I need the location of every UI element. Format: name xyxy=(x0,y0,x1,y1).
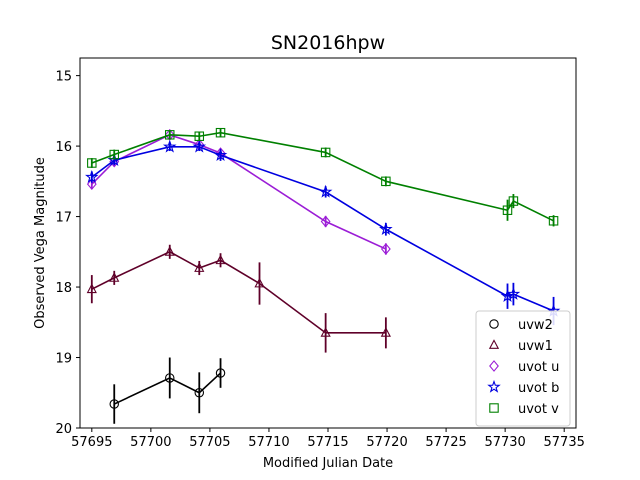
legend-marker xyxy=(489,360,499,372)
legend: uvw2 uvw1 uvot u uvot b uvot v xyxy=(475,310,571,427)
x-tick-label: 57705 xyxy=(189,435,230,450)
data-point xyxy=(86,283,97,294)
data-point xyxy=(381,176,391,187)
data-point xyxy=(320,215,331,228)
data-point xyxy=(192,139,207,153)
data-point xyxy=(86,178,97,191)
data-point xyxy=(109,149,119,160)
legend-marker xyxy=(489,319,499,329)
data-point xyxy=(165,130,175,140)
data-point xyxy=(194,262,205,272)
legend-marker xyxy=(487,379,501,393)
x-tick-label: 57730 xyxy=(484,435,525,450)
data-point xyxy=(109,399,119,409)
x-axis-label: Modified Julian Date xyxy=(263,456,393,471)
y-axis-label: Observed Vega Magnitude xyxy=(33,157,48,329)
data-point xyxy=(506,286,521,300)
series-uvw2 xyxy=(109,357,226,424)
series-line xyxy=(113,372,222,405)
data-point xyxy=(548,216,559,226)
x-tick-label: 57710 xyxy=(248,435,289,450)
data-point xyxy=(379,222,393,236)
legend-label: uvot b xyxy=(518,381,559,396)
legend-label: uvw2 xyxy=(518,318,553,333)
y-axis: 15 16 17 18 19 20 xyxy=(55,70,80,437)
x-tick-label: 57715 xyxy=(307,435,348,450)
chart-title: SN2016hpw xyxy=(271,32,385,54)
data-point xyxy=(380,243,391,255)
y-tick-label: 20 xyxy=(55,422,72,437)
data-point xyxy=(109,272,120,282)
plot-area xyxy=(85,127,561,424)
x-tick-label: 57720 xyxy=(366,435,407,450)
y-tick-label: 15 xyxy=(55,70,72,85)
data-point xyxy=(162,139,177,153)
series-uvw1 xyxy=(86,244,391,353)
series-line xyxy=(91,250,386,334)
series-uvot-v xyxy=(87,127,559,227)
x-axis: 57695 57700 57705 57710 57715 57720 57725 57730… xyxy=(71,428,585,450)
x-tick-label: 57725 xyxy=(425,435,466,450)
y-tick-label: 16 xyxy=(55,140,72,155)
data-point xyxy=(215,127,226,138)
legend-marker xyxy=(489,403,499,413)
data-point xyxy=(215,368,226,378)
x-tick-label: 57700 xyxy=(130,435,171,450)
data-point xyxy=(320,147,331,158)
data-point xyxy=(508,196,519,206)
data-point xyxy=(215,254,226,265)
data-point xyxy=(254,277,265,288)
legend-label: uvw1 xyxy=(518,339,553,354)
data-point xyxy=(213,148,228,162)
data-point xyxy=(380,327,391,337)
y-tick-label: 18 xyxy=(55,281,72,296)
data-point xyxy=(194,388,205,398)
x-tick-label: 57735 xyxy=(544,435,585,450)
x-tick-label: 57695 xyxy=(71,435,112,450)
data-point xyxy=(318,184,333,198)
data-point xyxy=(85,169,99,183)
legend-box xyxy=(475,310,571,427)
data-point xyxy=(502,205,513,215)
legend-label: uvot v xyxy=(518,402,559,417)
legend-label: uvot u xyxy=(518,360,559,375)
y-tick-label: 19 xyxy=(55,352,72,367)
data-point xyxy=(164,246,175,256)
data-point xyxy=(194,131,205,141)
data-point xyxy=(320,327,331,337)
data-point xyxy=(87,158,97,168)
data-point xyxy=(165,373,175,383)
y-tick-label: 17 xyxy=(55,211,72,226)
legend-marker xyxy=(488,339,500,349)
series-line xyxy=(91,146,554,312)
